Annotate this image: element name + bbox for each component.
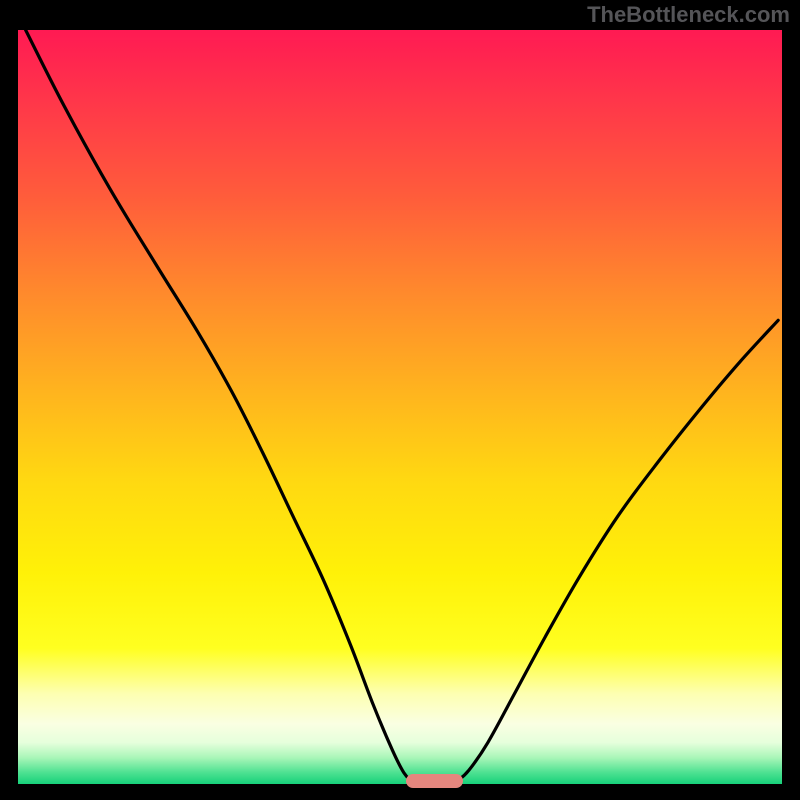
bottleneck-chart: TheBottleneck.com bbox=[0, 0, 800, 800]
curves-layer bbox=[18, 30, 782, 784]
right-curve bbox=[457, 320, 778, 781]
watermark-text: TheBottleneck.com bbox=[587, 2, 790, 28]
plot-area bbox=[18, 30, 782, 784]
optimal-marker bbox=[406, 774, 463, 788]
left-curve bbox=[26, 30, 412, 781]
